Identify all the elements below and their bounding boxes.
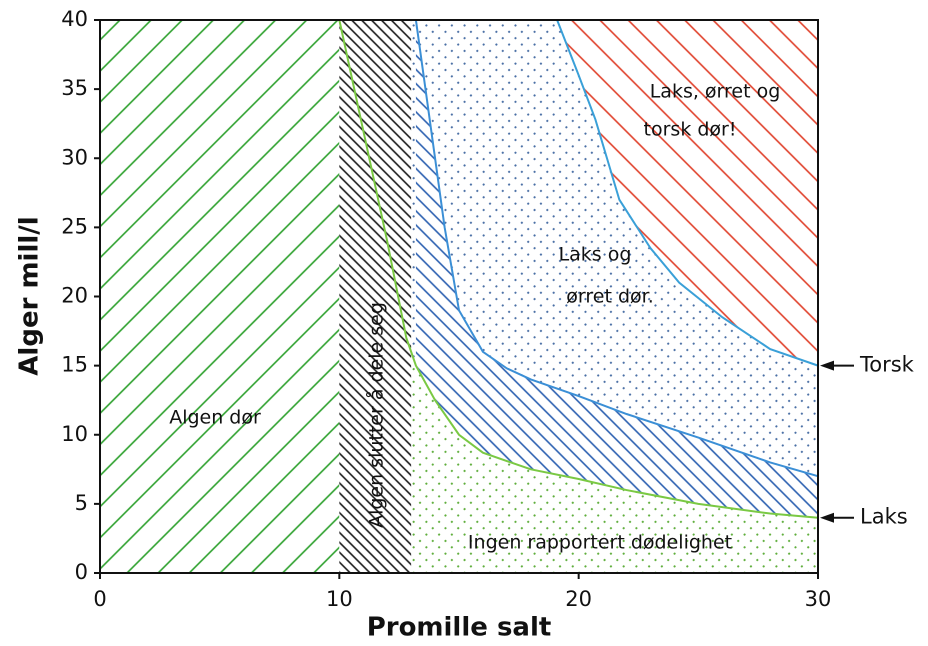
annotation: Laks, ørret og: [650, 81, 781, 103]
region: [415, 20, 818, 573]
y-tick-label: 35: [61, 76, 88, 100]
y-axis-title: Alger mill/l: [15, 216, 45, 375]
y-tick-label: 30: [61, 145, 88, 169]
pointer-head: [820, 512, 834, 523]
annotation: Algen dør: [169, 407, 261, 429]
y-tick-label: 5: [75, 491, 88, 515]
x-tick-label: 10: [326, 587, 353, 611]
y-tick-label: 0: [75, 560, 88, 584]
y-tick-label: 15: [61, 353, 88, 377]
pointer-head: [820, 360, 834, 371]
curve: [414, 19, 819, 478]
x-axis-title: Promille salt: [367, 613, 552, 643]
annotation: ørret dør.: [566, 286, 653, 308]
annotation: torsk dør!: [644, 119, 737, 141]
band: [100, 20, 340, 573]
annotation: Ingen rapportert dødelighet: [468, 532, 732, 554]
annotation: Algen slutter å dele seg: [365, 302, 388, 528]
x-tick-label: 30: [805, 587, 832, 611]
band: [339, 20, 412, 573]
y-tick-label: 10: [61, 422, 88, 446]
x-tick-label: 20: [565, 587, 592, 611]
curve-label: Laks: [860, 505, 908, 529]
annotation: Laks og: [559, 244, 632, 266]
y-tick-label: 40: [61, 7, 88, 31]
y-tick-label: 25: [61, 214, 88, 238]
region: [557, 20, 818, 366]
y-tick-label: 20: [61, 284, 88, 308]
curve: [556, 19, 819, 367]
x-tick-label: 0: [93, 587, 106, 611]
curve: [338, 19, 819, 519]
curve-label: Torsk: [859, 353, 915, 377]
